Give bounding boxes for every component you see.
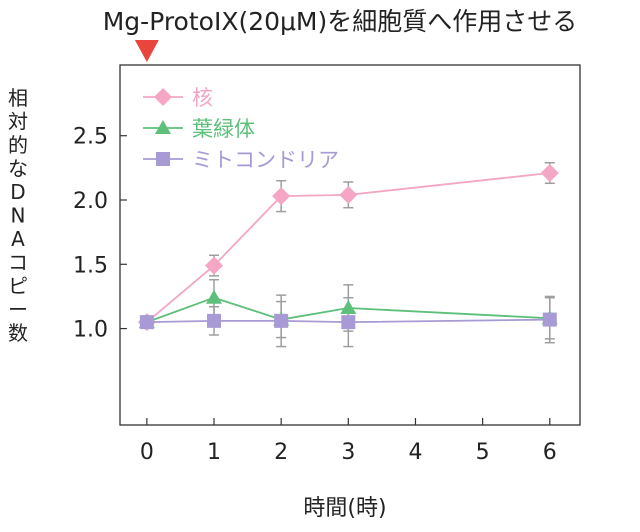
- legend-marker-mitochondria: [156, 152, 170, 166]
- data-point-mitochondria: [542, 312, 557, 327]
- y-axis-label-char: コ: [8, 251, 28, 275]
- legend-label-mitochondria: ミトコンドリア: [192, 148, 339, 172]
- data-point-nucleus: [205, 256, 224, 275]
- data-point-mitochondria: [139, 315, 154, 330]
- legend-label-nucleus: 核: [192, 86, 213, 110]
- legend-marker-chloroplast: [155, 120, 171, 134]
- legend-marker-nucleus: [154, 88, 172, 106]
- y-axis-label-char: 数: [8, 321, 28, 345]
- data-point-nucleus: [272, 187, 291, 206]
- y-axis-label-char: A: [11, 227, 25, 251]
- x-tick-label: 4: [408, 440, 422, 465]
- legend-label-chloroplast: 葉緑体: [192, 117, 255, 141]
- y-tick-label: 1.5: [73, 253, 108, 278]
- x-tick-label: 0: [140, 440, 154, 465]
- x-tick-label: 3: [341, 440, 355, 465]
- y-axis-label-char: D: [10, 180, 25, 204]
- x-tick-label: 1: [207, 440, 221, 465]
- data-point-mitochondria: [341, 315, 356, 330]
- y-tick-label: 2.0: [73, 189, 108, 214]
- data-point-chloroplast: [340, 300, 357, 314]
- treatment-marker-icon: [134, 40, 159, 62]
- x-tick-label: 5: [476, 440, 490, 465]
- y-axis-label-char: 相: [8, 86, 28, 110]
- data-point-mitochondria: [274, 313, 289, 328]
- data-point-mitochondria: [207, 313, 222, 328]
- y-axis-label-char: 的: [8, 133, 28, 157]
- x-tick-label: 6: [543, 440, 557, 465]
- y-axis-label-char: な: [8, 157, 28, 181]
- y-tick-label: 2.5: [73, 125, 108, 150]
- y-axis-label-char: ピ: [8, 274, 28, 298]
- y-axis-label-char: N: [11, 204, 26, 228]
- plot-frame: [119, 64, 581, 426]
- data-point-nucleus: [540, 164, 559, 182]
- y-axis-label-char: 対: [8, 110, 28, 134]
- x-tick-label: 2: [274, 440, 288, 465]
- y-axis-label-char: ー: [8, 298, 28, 322]
- y-tick-label: 1.0: [73, 318, 108, 343]
- chart-title: Mg-ProtoIX(20μM)を細胞質へ作用させる: [103, 7, 578, 36]
- data-point-chloroplast: [206, 289, 223, 304]
- data-point-nucleus: [339, 185, 358, 204]
- x-axis-label: 時間(時): [303, 496, 386, 521]
